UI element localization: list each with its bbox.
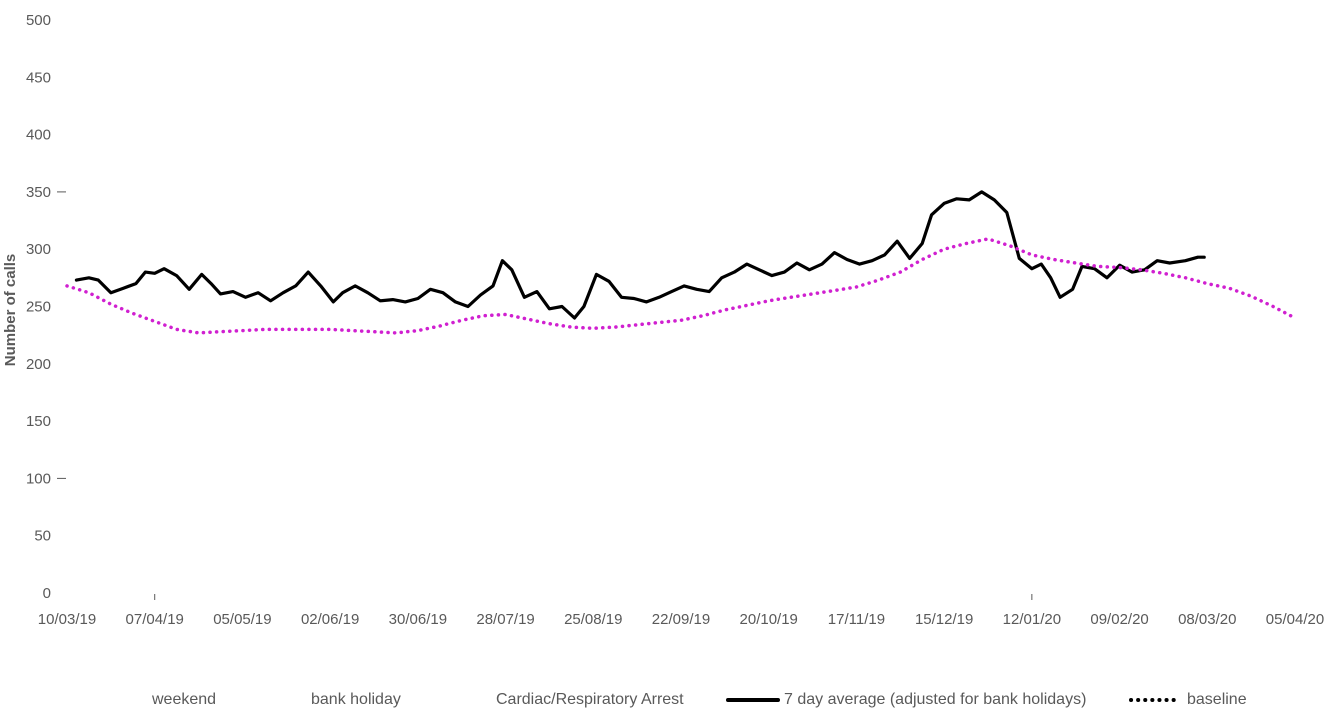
- x-tick-label: 05/05/19: [213, 611, 271, 628]
- legend-item-baseline: baseline: [1187, 691, 1247, 708]
- y-tick-label: 400: [26, 127, 51, 144]
- x-tick-label: 22/09/19: [652, 611, 710, 628]
- seven-day-average-line: [74, 190, 1206, 320]
- baseline-line: [65, 237, 1297, 335]
- x-tick-label: 10/03/19: [38, 611, 96, 628]
- x-tick-label: 28/07/19: [476, 611, 534, 628]
- y-tick-label: 500: [26, 12, 51, 29]
- legend-item-weekend: weekend: [152, 691, 217, 708]
- x-tick-label: 25/08/19: [564, 611, 622, 628]
- legend: weekend bank holiday Cardiac/Respiratory…: [0, 688, 1335, 712]
- y-tick-label: 100: [26, 470, 51, 487]
- x-tick-label: 09/02/20: [1090, 611, 1148, 628]
- legend-item-7-day-average: 7 day average (adjusted for bank holiday…: [784, 691, 1087, 708]
- x-tick-label: 12/01/20: [1003, 611, 1061, 628]
- y-tick-label: 450: [26, 69, 51, 86]
- y-tick-label: 50: [34, 528, 51, 545]
- legend-swatch-7-day-average: [726, 698, 780, 702]
- y-tick-label: 200: [26, 356, 51, 373]
- x-tick-label: 30/06/19: [389, 611, 447, 628]
- y-tick-label: 150: [26, 413, 51, 430]
- x-axis: 10/03/19 07/04/19 05/05/19 02/06/19 30/06/19…: [38, 594, 1324, 628]
- legend-item-cardiac-arrest: Cardiac/Respiratory Arrest: [496, 691, 684, 708]
- series-layer: [65, 190, 1297, 335]
- y-tick-label: 250: [26, 299, 51, 316]
- legend-item-bank-holiday: bank holiday: [311, 691, 401, 708]
- x-tick-label: 02/06/19: [301, 611, 359, 628]
- y-axis-title: Number of calls: [2, 254, 19, 367]
- y-axis: 0 50 100 150 200 250 300 350 400 450 500: [26, 12, 66, 602]
- x-tick-label: 05/04/20: [1266, 611, 1324, 628]
- x-tick-label: 08/03/20: [1178, 611, 1236, 628]
- legend-swatch-baseline: [1129, 698, 1182, 702]
- x-tick-label: 07/04/19: [126, 611, 184, 628]
- y-tick-label: 0: [43, 585, 51, 602]
- y-tick-label: 350: [26, 184, 51, 201]
- x-tick-label: 17/11/19: [828, 611, 885, 628]
- y-tick-label: 300: [26, 241, 51, 258]
- x-tick-label: 20/10/19: [740, 611, 798, 628]
- x-tick-label: 15/12/19: [915, 611, 973, 628]
